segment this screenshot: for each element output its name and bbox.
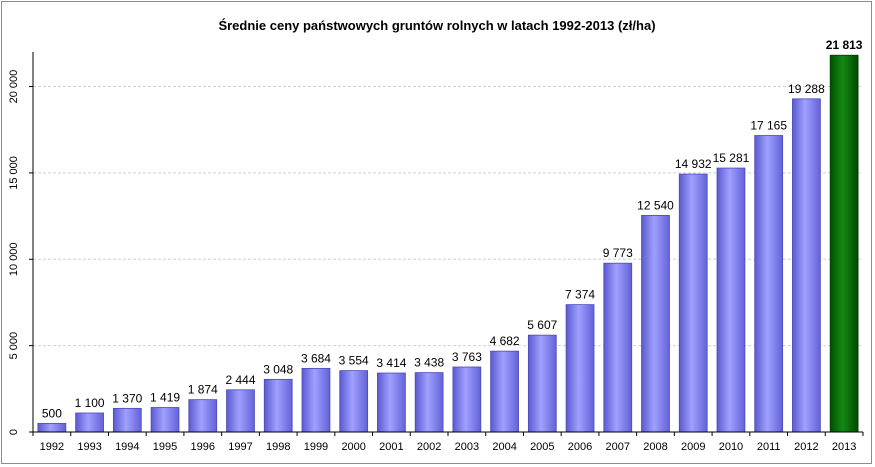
x-tick-label-1998: 1998 <box>266 441 290 453</box>
value-label-2009: 14 932 <box>675 157 712 171</box>
bar-1997 <box>226 389 255 433</box>
axes: 0 5 000 10 000 15 000 20 000 1992 1993 1994 1995… <box>8 52 864 453</box>
value-label-1994: 1 370 <box>112 391 142 405</box>
x-tick-label-1996: 1996 <box>191 441 215 453</box>
value-label-2004: 4 682 <box>490 334 520 348</box>
chart-title: Średnie ceny państwowych gruntów rolnych… <box>218 18 655 33</box>
x-tick-label-2000: 2000 <box>341 441 365 453</box>
y-tick-label: 20 000 <box>8 70 20 104</box>
bar-2010 <box>716 167 746 433</box>
x-tick-label-2007: 2007 <box>606 441 630 453</box>
bar-1993 <box>75 412 104 433</box>
x-tick-label-2010: 2010 <box>719 441 743 453</box>
bar-2003 <box>452 366 482 433</box>
value-label-2002: 3 438 <box>414 356 444 370</box>
x-tick-label-1995: 1995 <box>153 441 177 453</box>
bar-2002 <box>414 372 444 433</box>
x-tick-label-2003: 2003 <box>455 441 479 453</box>
y-tick-label: 5 000 <box>8 332 20 360</box>
x-tick-label-2002: 2002 <box>417 441 441 453</box>
bar-2011 <box>754 135 784 433</box>
value-label-2006: 7 374 <box>565 288 595 302</box>
value-label-1998: 3 048 <box>263 362 293 376</box>
value-label-1997: 2 444 <box>225 373 255 387</box>
value-label-2003: 3 763 <box>452 350 482 364</box>
value-label-2010: 15 281 <box>713 151 750 165</box>
value-label-1999: 3 684 <box>301 351 331 365</box>
x-tick-label-2011: 2011 <box>757 441 781 453</box>
value-label-2007: 9 773 <box>603 246 633 260</box>
bar-2004 <box>490 350 519 433</box>
value-label-2011: 17 165 <box>750 119 787 133</box>
bars: 500 1 100 1 370 1 419 1 874 2 444 3 048 3 684 3 … <box>37 38 863 433</box>
y-tick-label: 15 000 <box>8 156 20 190</box>
x-tick-label-2006: 2006 <box>568 441 592 453</box>
bar-2008 <box>641 214 670 433</box>
x-tick-label-2005: 2005 <box>530 441 554 453</box>
x-tick-label-1993: 1993 <box>77 441 101 453</box>
x-tick-label-2009: 2009 <box>681 441 705 453</box>
x-tick-label-2008: 2008 <box>643 441 667 453</box>
y-tick-label: 0 <box>8 429 20 435</box>
bar-1999 <box>301 367 331 433</box>
bar-2000 <box>339 370 369 433</box>
bar-1998 <box>263 378 293 433</box>
bar-2009 <box>678 173 708 433</box>
x-tick-label-2001: 2001 <box>379 441 403 453</box>
bar-1996 <box>188 399 218 433</box>
bar-2013 <box>829 54 859 433</box>
bar-2001 <box>377 372 406 433</box>
bar-2012 <box>792 98 821 433</box>
value-label-1996: 1 874 <box>188 383 218 397</box>
bar-1995 <box>150 407 180 433</box>
x-tick-label-1994: 1994 <box>115 441 139 453</box>
y-tick-label: 10 000 <box>8 242 20 276</box>
bar-1994 <box>112 407 142 433</box>
value-label-1995: 1 419 <box>150 390 180 404</box>
value-label-2000: 3 554 <box>339 354 369 368</box>
value-label-2008: 12 540 <box>637 198 674 212</box>
value-label-2001: 3 414 <box>376 356 406 370</box>
x-tick-label-2012: 2012 <box>794 441 818 453</box>
value-label-1992: 500 <box>42 406 62 420</box>
x-tick-label-2004: 2004 <box>492 441 516 453</box>
bar-2006 <box>565 304 595 433</box>
x-tick-label-1999: 1999 <box>304 441 328 453</box>
bar-2007 <box>603 262 633 433</box>
value-label-1993: 1 100 <box>75 396 105 410</box>
value-label-2012: 19 288 <box>788 82 825 96</box>
value-label-2005: 5 607 <box>527 318 557 332</box>
bar-2005 <box>527 334 557 433</box>
x-tick-label-2013: 2013 <box>832 441 856 453</box>
value-label-2013: 21 813 <box>826 38 863 52</box>
x-tick-label-1992: 1992 <box>40 441 64 453</box>
x-tick-label-1997: 1997 <box>228 441 252 453</box>
bar-1992 <box>37 422 67 433</box>
